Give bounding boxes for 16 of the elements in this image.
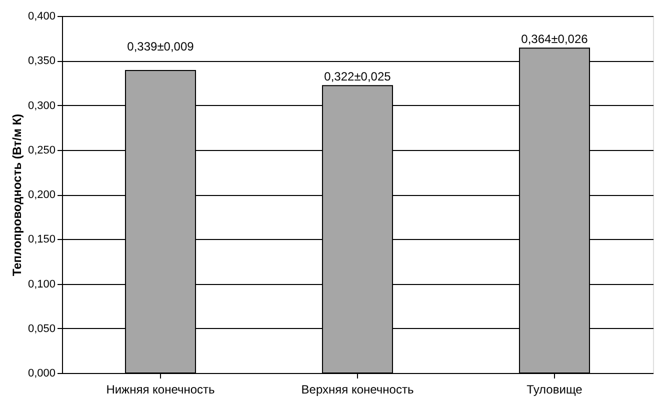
y-tick-label: 0,250 [28,144,56,156]
y-tick-label: 0,400 [28,10,56,22]
y-tick-label: 0,150 [28,234,56,246]
y-tick-label: 0,200 [28,189,56,201]
y-tick-label: 0,000 [28,368,56,380]
y-axis-title: Теплопроводность (Вт/м К) [10,114,24,276]
data-label: 0,322±0,025 [324,70,392,84]
x-tick-label: Туловище [526,382,583,396]
y-tick-label: 0,350 [28,55,56,68]
y-tick-label: 0,050 [28,322,56,335]
data-label: 0,364±0,026 [521,32,588,46]
y-tick-label: 0,300 [28,100,56,112]
y-tick-label: 0,100 [28,278,56,290]
x-tick-label: Верхняя конечность [301,382,414,396]
data-label: 0,339±0,009 [127,39,194,54]
x-tick-label: Нижняя конечность [106,382,215,396]
